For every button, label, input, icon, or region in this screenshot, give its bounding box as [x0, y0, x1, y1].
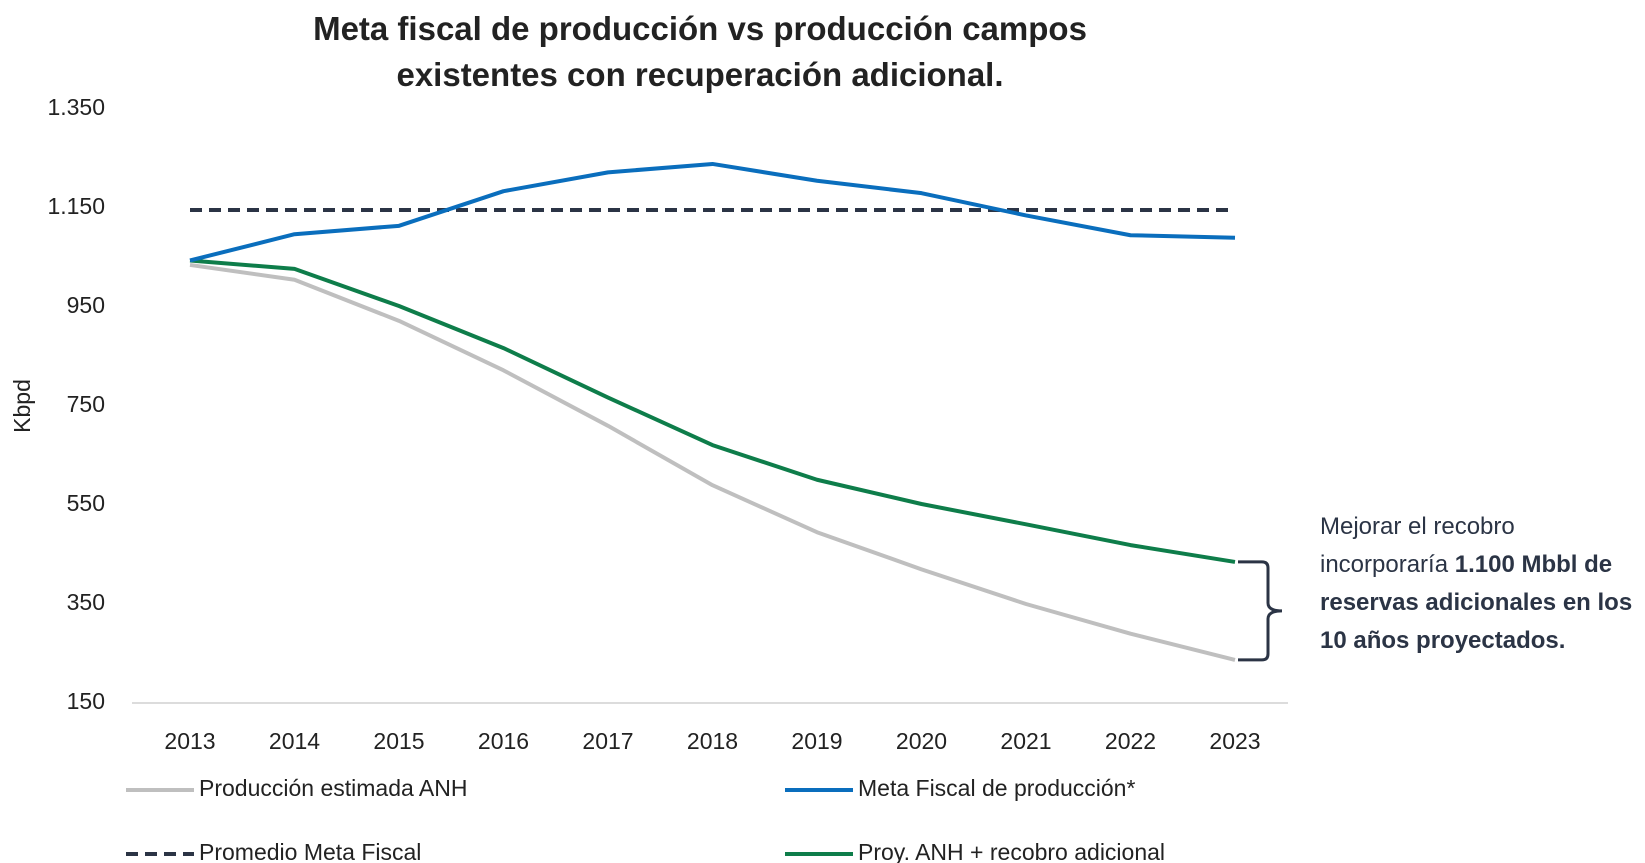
y-tick-label: 550	[67, 490, 105, 516]
legend-label: Proy. ANH + recobro adicional	[858, 839, 1165, 863]
y-tick-label: 750	[67, 391, 105, 417]
legend-label: Meta Fiscal de producción*	[858, 775, 1135, 801]
y-tick-label: 950	[67, 292, 105, 318]
x-tick-label: 2017	[582, 728, 633, 754]
y-tick-label: 350	[67, 589, 105, 615]
y-tick-label: 150	[67, 688, 105, 714]
x-tick-label: 2015	[373, 728, 424, 754]
annotation-text: Mejorar el recobro incorporaría	[1320, 513, 1515, 578]
x-tick-label: 2013	[164, 728, 215, 754]
x-tick-label: 2023	[1209, 728, 1260, 754]
series-line	[189, 161, 1236, 263]
y-tick-label: 1.150	[47, 193, 105, 219]
series-line	[189, 258, 1236, 564]
annotation: Mejorar el recobro incorporaría 1.100 Mb…	[1320, 508, 1640, 660]
x-tick-label: 2016	[478, 728, 529, 754]
x-tick-label: 2020	[896, 728, 947, 754]
brace	[1238, 560, 1283, 662]
x-tick-label: 2014	[269, 728, 320, 754]
y-tick-label: 1.350	[47, 94, 105, 120]
x-tick-label: 2021	[1000, 728, 1051, 754]
series-line	[189, 262, 1236, 662]
y-axis-label: Kbpd	[9, 379, 35, 433]
x-tick-label: 2022	[1105, 728, 1156, 754]
x-tick-label: 2019	[791, 728, 842, 754]
legend-label: Promedio Meta Fiscal	[199, 839, 421, 863]
x-tick-label: 2018	[687, 728, 738, 754]
legend-label: Producción estimada ANH	[199, 775, 467, 801]
annotation-bold: 1.100 Mbbl de reservas adicionales en lo…	[1320, 551, 1633, 654]
chart-title: Meta fiscal de producción vs producción …	[313, 10, 1087, 93]
